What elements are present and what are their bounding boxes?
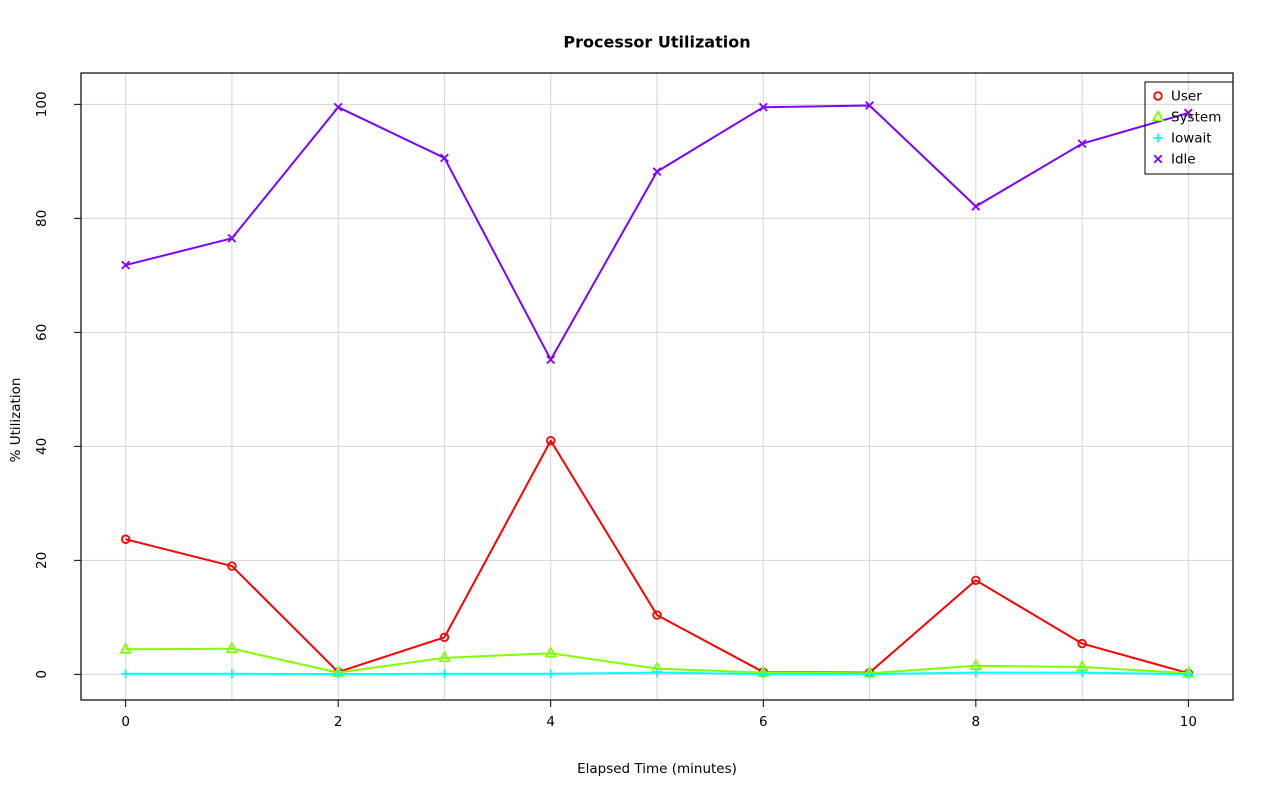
legend-label: Idle — [1171, 152, 1196, 168]
y-tick-label: 100 — [34, 91, 50, 117]
marker-x — [121, 260, 131, 270]
marker-x — [1183, 108, 1193, 118]
marker-x — [1077, 139, 1087, 149]
legend-box — [1144, 81, 1234, 175]
marker-x — [440, 153, 449, 163]
marker-x — [227, 233, 237, 243]
x-axis-label: Elapsed Time (minutes) — [577, 761, 737, 777]
marker-triangle — [119, 641, 132, 654]
y-tick-label: 80 — [34, 210, 50, 227]
marker-x — [971, 201, 981, 211]
marker-triangle — [544, 645, 558, 658]
x-tick-label: 2 — [334, 714, 343, 730]
x-tick-label: 10 — [1180, 714, 1197, 730]
marker-circle — [652, 610, 662, 620]
plot-border — [80, 72, 1234, 701]
marker-circle — [439, 632, 450, 642]
marker-circle — [120, 534, 131, 544]
x-tick-label: 0 — [121, 714, 130, 730]
legend-label: System — [1171, 110, 1221, 126]
y-tick-label: 0 — [34, 670, 50, 679]
marker-x — [546, 355, 556, 365]
marker-x — [652, 167, 662, 177]
marker-triangle — [1151, 109, 1165, 122]
marker-circle — [1153, 91, 1163, 101]
marker-circle — [227, 561, 237, 571]
marker-circle — [546, 435, 556, 446]
chart-title: Processor Utilization — [563, 32, 751, 52]
y-tick-label: 60 — [34, 324, 50, 341]
legend-label: User — [1171, 89, 1202, 105]
marker-circle — [1077, 638, 1087, 649]
marker-triangle — [225, 641, 239, 653]
marker-triangle — [438, 650, 451, 663]
legend-label: Iowait — [1171, 131, 1212, 147]
marker-x — [865, 101, 874, 110]
series-line-user — [125, 439, 1189, 675]
marker-x — [333, 102, 343, 112]
marker-x — [758, 102, 768, 112]
y-tick-label: 20 — [34, 552, 50, 569]
marker-circle — [971, 575, 981, 585]
x-tick-label: 6 — [759, 714, 768, 730]
x-tick-label: 8 — [972, 714, 981, 730]
y-axis-label: % Utilization — [8, 377, 24, 463]
y-tick-label: 40 — [34, 438, 50, 455]
marker-x — [1153, 154, 1163, 164]
x-tick-label: 4 — [546, 714, 555, 730]
